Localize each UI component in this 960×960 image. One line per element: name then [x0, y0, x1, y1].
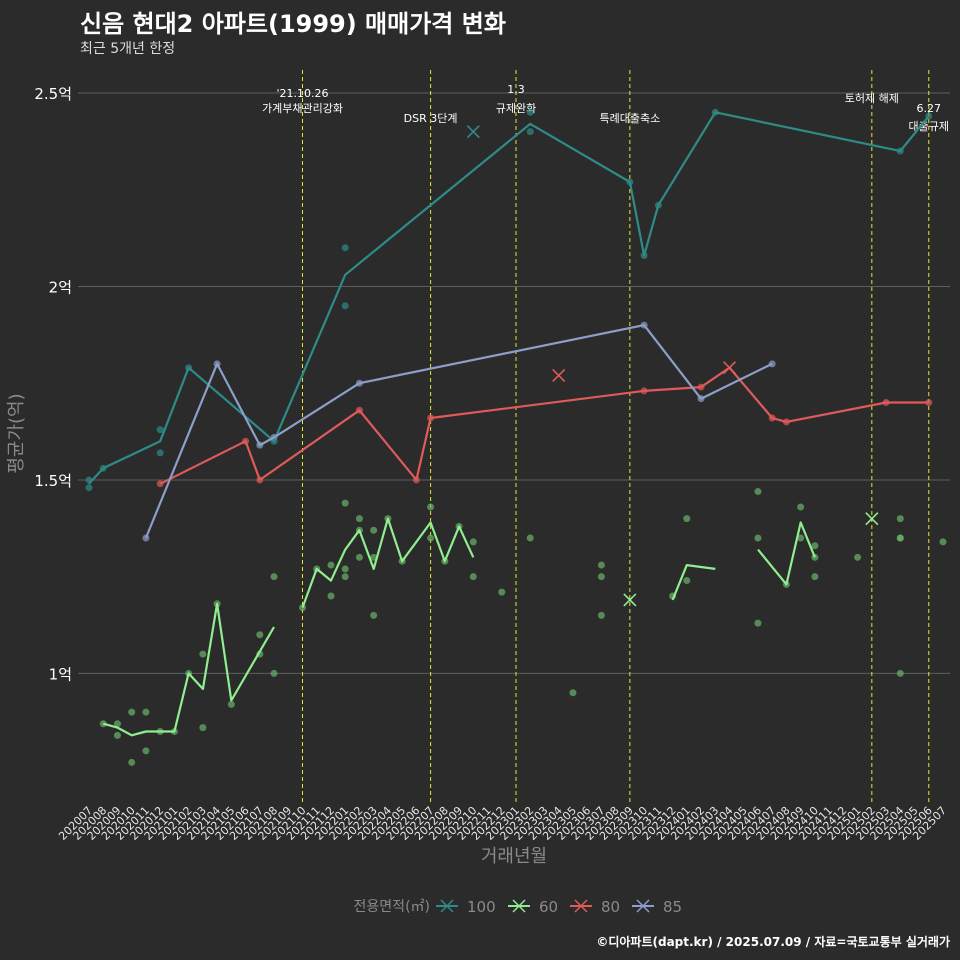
data-point-60 — [199, 724, 207, 732]
cross-marker-80 — [552, 368, 566, 383]
data-point-60 — [498, 588, 506, 596]
event-label: 6.27 — [917, 102, 942, 115]
data-point-60 — [341, 565, 349, 573]
series-line-100 — [88, 111, 930, 485]
data-point-100 — [341, 302, 349, 310]
data-point-60 — [113, 720, 121, 728]
data-point-100 — [526, 108, 534, 116]
data-point-60 — [469, 538, 477, 546]
data-point-60 — [569, 689, 577, 697]
legend-title: 전용면적(㎡) — [354, 899, 430, 915]
event-label: 토허제 해제 — [845, 91, 899, 105]
y-tick-label: 2.5억 — [34, 85, 72, 103]
data-point-100 — [341, 244, 349, 252]
data-point-60 — [113, 731, 121, 739]
data-point-60 — [227, 700, 235, 708]
legend-label: 85 — [663, 898, 682, 916]
series-line-60 — [671, 564, 716, 601]
chart-subtitle: 최근 5개년 한정 — [80, 41, 176, 57]
y-tick-label: 1.5억 — [34, 472, 72, 490]
series-line-60 — [102, 602, 275, 737]
cross-marker-80 — [722, 361, 737, 375]
data-point-60 — [341, 499, 349, 507]
data-point-60 — [327, 592, 335, 600]
series-line-60 — [301, 517, 475, 608]
data-point-60 — [597, 573, 605, 581]
event-label: 대출규제 — [909, 120, 949, 133]
chart-title: 신음 현대2 아파트(1999) 매매가격 변화 — [80, 10, 506, 38]
legend-label: 100 — [467, 898, 496, 916]
y-tick-label: 2억 — [49, 278, 72, 296]
cross-marker-100 — [466, 125, 480, 139]
event-label: 1.3 — [507, 83, 525, 96]
y-axis-title: 평균가(억) — [6, 393, 27, 473]
data-point-100 — [85, 484, 93, 492]
data-point-60 — [811, 573, 819, 581]
data-point-60 — [370, 611, 378, 619]
data-point-60 — [754, 619, 762, 627]
data-point-60 — [128, 708, 136, 716]
legend-key-cross — [512, 899, 526, 913]
data-point-60 — [797, 503, 805, 511]
event-label: DSR 3단계 — [404, 112, 458, 125]
cross-marker-60 — [623, 593, 637, 607]
data-point-60 — [597, 611, 605, 619]
data-point-100 — [526, 128, 534, 136]
data-point-60 — [469, 573, 477, 581]
data-point-60 — [370, 526, 378, 534]
data-point-60 — [854, 553, 862, 561]
data-point-60 — [797, 534, 805, 542]
data-point-60 — [896, 534, 904, 542]
data-point-60 — [256, 631, 264, 639]
source-caption: ©디아파트(dapt.kr) / 2025.07.09 / 자료=국토교통부 실… — [596, 935, 950, 949]
data-point-60 — [896, 669, 904, 677]
data-point-60 — [427, 503, 435, 511]
data-point-60 — [683, 515, 691, 523]
data-point-60 — [270, 669, 278, 677]
data-point-60 — [526, 534, 534, 542]
event-label: 가계부채관리강화 — [262, 102, 343, 115]
data-point-60 — [142, 747, 150, 755]
data-point-60 — [427, 534, 435, 542]
data-point-60 — [597, 561, 605, 569]
series-line-60 — [757, 521, 816, 586]
data-point-60 — [811, 542, 819, 550]
data-point-100 — [156, 426, 164, 434]
series-line-85 — [144, 324, 773, 539]
legend-key-cross — [636, 899, 650, 913]
series-line-80 — [159, 366, 929, 485]
data-point-60 — [199, 650, 207, 658]
legend-label: 60 — [539, 898, 558, 916]
data-point-60 — [939, 538, 947, 546]
event-label: '21.10.26 — [276, 87, 328, 100]
data-point-60 — [341, 573, 349, 581]
event-label: 특례대출축소 — [599, 112, 660, 125]
legend-label: 80 — [601, 898, 620, 916]
event-label: 규제완화 — [496, 102, 536, 115]
data-point-60 — [754, 534, 762, 542]
y-tick-label: 1억 — [49, 665, 72, 683]
data-point-60 — [683, 577, 691, 585]
data-point-60 — [355, 553, 363, 561]
data-point-60 — [754, 488, 762, 496]
data-point-60 — [142, 708, 150, 716]
data-point-60 — [270, 573, 278, 581]
data-point-60 — [355, 515, 363, 523]
legend-key-cross — [574, 899, 588, 913]
cross-marker-60 — [865, 512, 879, 526]
data-point-100 — [156, 449, 164, 457]
data-point-60 — [327, 561, 335, 569]
legend-key-cross — [440, 899, 454, 913]
x-axis-title: 거래년월 — [481, 846, 547, 867]
data-point-60 — [128, 758, 136, 766]
data-point-60 — [896, 515, 904, 523]
